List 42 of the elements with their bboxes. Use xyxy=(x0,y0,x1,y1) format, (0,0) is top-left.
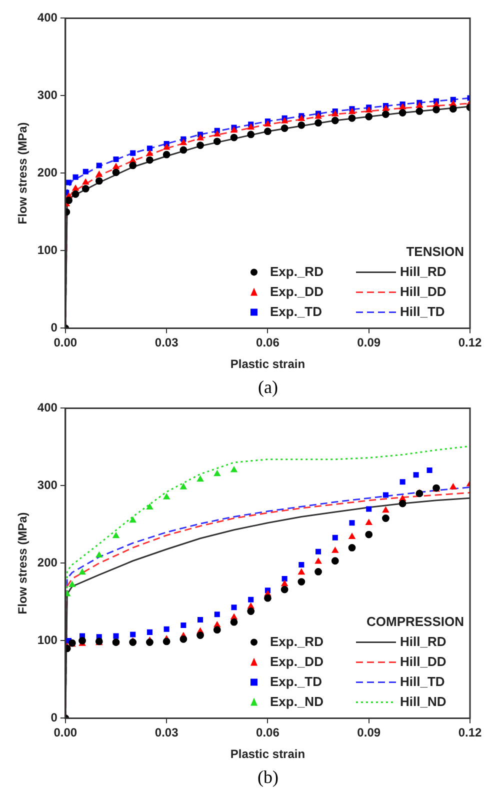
y-axis-title: Flow stress (MPa) xyxy=(16,122,30,224)
legend-label: Exp._DD xyxy=(270,654,324,669)
y-tick-label: 300 xyxy=(37,88,58,102)
x-tick-label: 0.03 xyxy=(154,336,179,350)
legend-title: COMPRESSION xyxy=(366,614,464,629)
x-tick-label: 0.00 xyxy=(54,726,78,740)
x-tick-label: 0.09 xyxy=(357,726,381,740)
text: (a) xyxy=(257,376,279,398)
legend-label: Exp._RD xyxy=(270,634,324,649)
x-tick-label: 0.06 xyxy=(256,726,280,740)
x-tick-label: 0.03 xyxy=(154,726,179,740)
x-tick-label: 0.12 xyxy=(458,726,482,740)
legend-label: Exp._TD xyxy=(270,674,322,689)
y-tick-label: 200 xyxy=(37,166,58,180)
legend-label: Exp._DD xyxy=(270,284,324,299)
legend-label: Hill_RD xyxy=(400,264,446,279)
y-tick-label: 100 xyxy=(37,633,58,648)
y-tick-label: 0 xyxy=(50,710,58,725)
y-tick-label: 0 xyxy=(50,320,58,335)
y-tick-label: 200 xyxy=(37,556,58,570)
legend-label: Hill_TD xyxy=(400,674,445,689)
legend-label: Exp._TD xyxy=(270,304,322,319)
x-tick-label: 0.09 xyxy=(357,336,381,350)
legend-label: Exp._ND xyxy=(270,694,324,709)
legend-label: Hill_DD xyxy=(400,284,446,299)
x-axis-title: Plastic strain xyxy=(230,357,306,372)
x-axis-title: Plastic strain xyxy=(230,747,306,762)
text: (b) xyxy=(256,766,280,788)
x-tick-label: 0.06 xyxy=(256,336,280,350)
y-tick-label: 300 xyxy=(37,478,58,492)
legend-label: Hill_RD xyxy=(400,634,446,649)
y-axis-title: Flow stress (MPa) xyxy=(16,512,30,614)
legend-label: Hill_ND xyxy=(400,694,446,709)
x-tick-label: 0.00 xyxy=(54,336,78,350)
y-tick-label: 100 xyxy=(37,243,58,258)
y-tick-label: 400 xyxy=(37,400,58,415)
y-tick-label: 400 xyxy=(37,10,58,25)
legend-label: Hill_TD xyxy=(400,304,445,319)
legend-label: Exp._RD xyxy=(270,264,324,279)
x-tick-label: 0.12 xyxy=(458,336,482,350)
legend-label: Hill_DD xyxy=(400,654,446,669)
legend-title: TENSION xyxy=(406,244,464,259)
